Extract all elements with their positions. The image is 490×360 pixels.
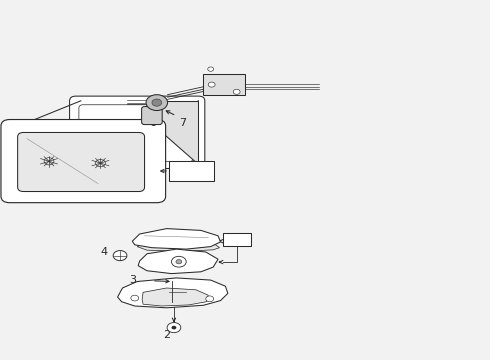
Polygon shape — [157, 101, 198, 164]
Polygon shape — [137, 243, 220, 251]
Circle shape — [176, 260, 182, 264]
Circle shape — [172, 326, 176, 329]
Circle shape — [208, 82, 215, 87]
Text: 4: 4 — [101, 247, 108, 257]
Circle shape — [167, 323, 181, 333]
FancyBboxPatch shape — [70, 96, 205, 168]
FancyBboxPatch shape — [79, 105, 193, 162]
FancyBboxPatch shape — [142, 107, 162, 125]
Bar — [203, 74, 245, 95]
Circle shape — [206, 296, 214, 302]
Circle shape — [208, 67, 214, 71]
Polygon shape — [132, 229, 220, 249]
FancyBboxPatch shape — [1, 120, 166, 203]
Polygon shape — [118, 278, 228, 308]
Circle shape — [146, 95, 168, 111]
Circle shape — [233, 89, 240, 94]
Circle shape — [113, 251, 127, 261]
Text: 3: 3 — [129, 275, 136, 285]
Bar — [223, 233, 251, 246]
Circle shape — [131, 295, 139, 301]
Text: 7: 7 — [179, 118, 186, 129]
Circle shape — [172, 256, 186, 267]
Polygon shape — [142, 288, 208, 306]
Bar — [169, 161, 214, 181]
Text: 5: 5 — [199, 166, 206, 176]
Polygon shape — [138, 249, 218, 274]
Circle shape — [152, 99, 162, 106]
FancyBboxPatch shape — [18, 132, 145, 192]
Text: 1: 1 — [234, 234, 241, 244]
Text: 6: 6 — [149, 118, 156, 129]
Text: 2: 2 — [163, 330, 170, 340]
